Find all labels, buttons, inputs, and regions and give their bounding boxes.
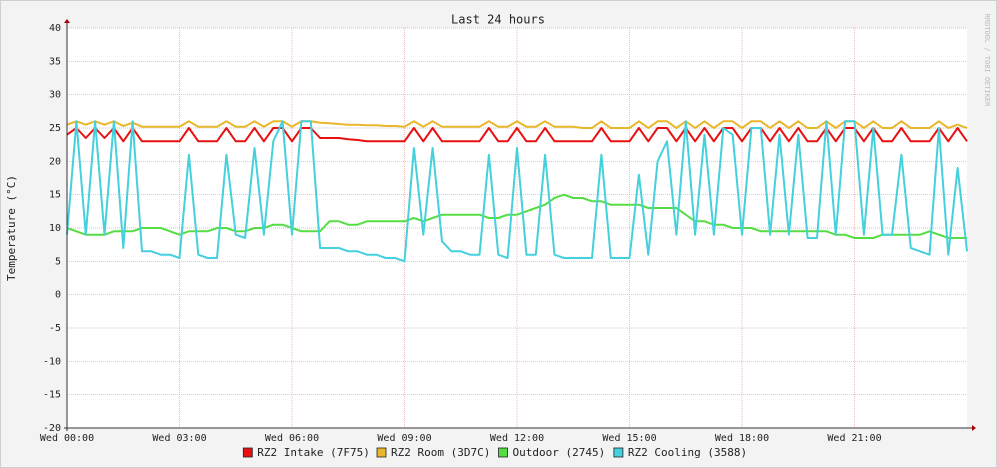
legend-label: RZ2 Cooling (3588) bbox=[628, 446, 747, 459]
y-tick-label: -10 bbox=[43, 356, 61, 367]
axis-arrow bbox=[64, 19, 70, 23]
y-tick-label: -15 bbox=[43, 390, 61, 401]
series-line bbox=[66, 120, 968, 263]
series-line bbox=[66, 127, 968, 143]
y-tick-label: 5 bbox=[55, 256, 61, 267]
x-tick-label: Wed 12:00 bbox=[490, 433, 544, 444]
x-tick-label: Wed 18:00 bbox=[715, 433, 769, 444]
legend-swatch bbox=[376, 447, 387, 458]
y-tick-label: 25 bbox=[49, 123, 61, 134]
legend-label: Outdoor (2745) bbox=[513, 446, 606, 459]
series-line bbox=[66, 120, 968, 129]
watermark: RRDTOOL / TOBI OETIKER bbox=[983, 14, 991, 108]
y-tick-label: -20 bbox=[43, 423, 61, 434]
y-tick-label: 35 bbox=[49, 56, 61, 67]
x-tick-label: Wed 21:00 bbox=[827, 433, 881, 444]
y-tick-label: 15 bbox=[49, 190, 61, 201]
x-tick-label: Wed 06:00 bbox=[265, 433, 319, 444]
y-tick-label: 20 bbox=[49, 156, 61, 167]
legend-label: RZ2 Intake (7F75) bbox=[257, 446, 370, 459]
y-tick-label: 10 bbox=[49, 223, 61, 234]
legend-swatch bbox=[613, 447, 624, 458]
y-tick-label: 40 bbox=[49, 23, 61, 34]
x-tick-label: Wed 15:00 bbox=[602, 433, 656, 444]
legend-label: RZ2 Room (3D7C) bbox=[391, 446, 490, 459]
y-tick-label: -5 bbox=[49, 323, 61, 334]
legend-swatch bbox=[498, 447, 508, 458]
y-tick-label: 30 bbox=[49, 90, 61, 101]
x-tick-label: Wed 09:00 bbox=[377, 433, 431, 444]
chart-title: Last 24 hours bbox=[451, 13, 545, 27]
y-axis-label: Temperature (°C) bbox=[5, 175, 18, 281]
legend-swatch bbox=[242, 447, 253, 458]
x-tick-label: Wed 03:00 bbox=[152, 433, 206, 444]
y-tick-label: 0 bbox=[55, 290, 61, 301]
axis-arrow bbox=[972, 425, 976, 431]
x-tick-label: Wed 00:00 bbox=[40, 433, 94, 444]
